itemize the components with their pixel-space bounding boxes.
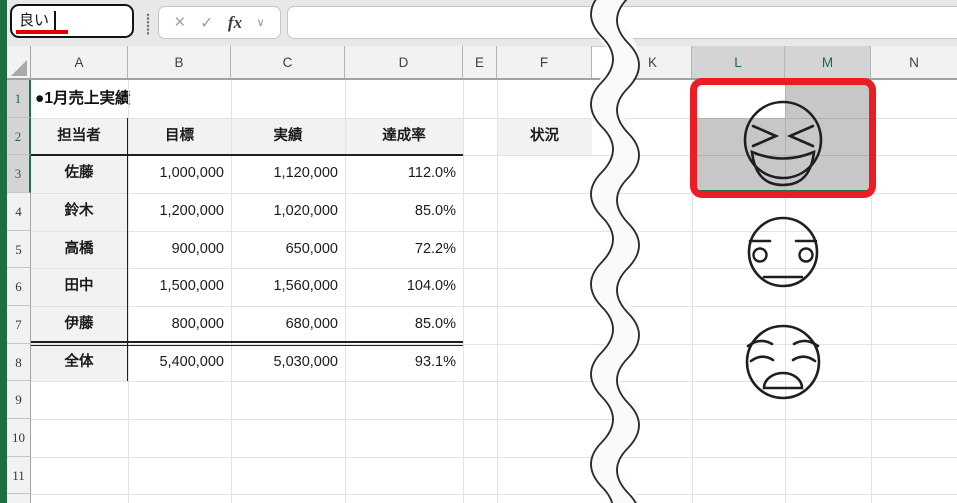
cell-actual[interactable]: 650,000: [285, 240, 338, 257]
gridline: [31, 306, 957, 307]
cell-total-rate[interactable]: 93.1%: [414, 353, 456, 370]
cell-status-header[interactable]: 状況: [497, 117, 592, 156]
cancel-icon[interactable]: ×: [174, 11, 186, 33]
cell-target[interactable]: 800,000: [171, 316, 224, 332]
cell-actual[interactable]: 1,120,000: [273, 165, 338, 182]
cell-target[interactable]: 1,000,000: [159, 165, 224, 182]
ime-underline: [16, 30, 68, 34]
cell-target[interactable]: 1,500,000: [159, 278, 224, 295]
gridline: [31, 381, 957, 383]
gridline: [128, 80, 129, 503]
gridline: [231, 80, 232, 503]
gridline: [31, 193, 957, 194]
cell-rate[interactable]: 85.0%: [414, 316, 456, 332]
gridline: [31, 494, 957, 496]
row-header-8[interactable]: 8: [7, 343, 31, 382]
gridline: [31, 456, 957, 458]
gridline: [31, 117, 957, 119]
cell-name[interactable]: 鈴木: [31, 193, 127, 231]
row-header-12-partial[interactable]: [7, 494, 31, 503]
cell-name[interactable]: 田中: [31, 268, 127, 306]
chevron-down-icon[interactable]: ∨: [256, 17, 265, 29]
cell-name[interactable]: 伊藤: [31, 306, 127, 344]
column-header-f[interactable]: F: [497, 46, 592, 79]
row-header-9[interactable]: 9: [7, 381, 31, 419]
row-header-1[interactable]: 1: [7, 80, 31, 118]
row-header-5[interactable]: 5: [7, 230, 31, 269]
table-border: [31, 154, 463, 156]
gridline: [31, 418, 957, 420]
table-double-border: [31, 344, 463, 346]
cell-name[interactable]: 佐藤: [31, 155, 127, 193]
gridline: [31, 268, 957, 270]
cell-header-actual[interactable]: 実績: [231, 117, 345, 156]
cell-actual[interactable]: 680,000: [285, 316, 338, 332]
row-header-4[interactable]: 4: [7, 193, 31, 231]
column-header-n[interactable]: N: [871, 46, 957, 79]
cell-rate[interactable]: 112.0%: [407, 165, 456, 182]
column-header-d[interactable]: D: [345, 46, 463, 79]
cell-total-actual[interactable]: 5,030,000: [273, 353, 338, 370]
gridline: [463, 80, 464, 503]
column-header-b[interactable]: B: [128, 46, 231, 79]
gridline: [785, 80, 786, 503]
window-edge-strip: [0, 0, 7, 503]
row-header-7[interactable]: 7: [7, 306, 31, 344]
column-header-a[interactable]: A: [31, 46, 128, 79]
cell-target[interactable]: 900,000: [171, 240, 224, 257]
gridline: [345, 80, 346, 503]
column-header-l[interactable]: L: [692, 46, 785, 79]
cell-rate[interactable]: 85.0%: [414, 203, 456, 219]
enter-icon[interactable]: ✓: [199, 14, 214, 32]
formula-buttons: × ✓ fx ∨: [158, 6, 281, 39]
cell-target[interactable]: 1,200,000: [159, 203, 224, 219]
separator-dots-icon: [146, 13, 150, 35]
gridline: [692, 80, 693, 503]
weary-face-icon[interactable]: [745, 324, 821, 400]
formula-bar-area: 良い × ✓ fx ∨: [0, 0, 957, 47]
gridline: [31, 155, 957, 157]
cell-total-target[interactable]: 5,400,000: [159, 353, 224, 370]
cell-rate[interactable]: 72.2%: [414, 240, 456, 257]
gridline: [497, 80, 498, 503]
column-header-c[interactable]: C: [231, 46, 345, 79]
select-all-corner[interactable]: [7, 46, 31, 79]
row-header-10[interactable]: 10: [7, 418, 31, 457]
text-caret: [54, 11, 56, 31]
row-header-2[interactable]: 2: [7, 117, 31, 156]
column-header-e[interactable]: E: [463, 46, 497, 79]
neutral-face-icon[interactable]: [747, 216, 819, 288]
name-box-input[interactable]: 良い: [10, 4, 134, 38]
select-all-triangle-icon: [11, 60, 27, 76]
cell-header-target[interactable]: 目標: [128, 117, 231, 156]
table-double-border: [31, 341, 463, 343]
formula-input[interactable]: [287, 6, 957, 39]
column-header-divider: [7, 78, 957, 80]
column-header-k[interactable]: K: [614, 46, 692, 79]
column-header-m[interactable]: M: [785, 46, 871, 79]
cell-header-rate[interactable]: 達成率: [345, 117, 463, 156]
cell-a1-title[interactable]: ●1月売上実績: [35, 90, 131, 107]
gridline: [871, 80, 872, 503]
table-border: [126, 117, 129, 382]
cell-total-name[interactable]: 全体: [31, 343, 127, 382]
cell-name[interactable]: 高橋: [31, 230, 127, 269]
cell-actual[interactable]: 1,020,000: [273, 203, 338, 219]
name-box-text: 良い: [19, 12, 50, 29]
row-header-3[interactable]: 3: [7, 155, 31, 193]
gridline: [31, 343, 957, 345]
cell-header-person[interactable]: 担当者: [31, 117, 127, 156]
insert-function-icon[interactable]: fx: [227, 12, 243, 32]
cell-rate[interactable]: 104.0%: [406, 278, 456, 295]
gridline: [31, 230, 957, 232]
cell-actual[interactable]: 1,560,000: [273, 278, 338, 295]
red-highlight-rectangle: [690, 78, 876, 198]
row-header-6[interactable]: 6: [7, 268, 31, 306]
row-header-11[interactable]: 11: [7, 456, 31, 495]
